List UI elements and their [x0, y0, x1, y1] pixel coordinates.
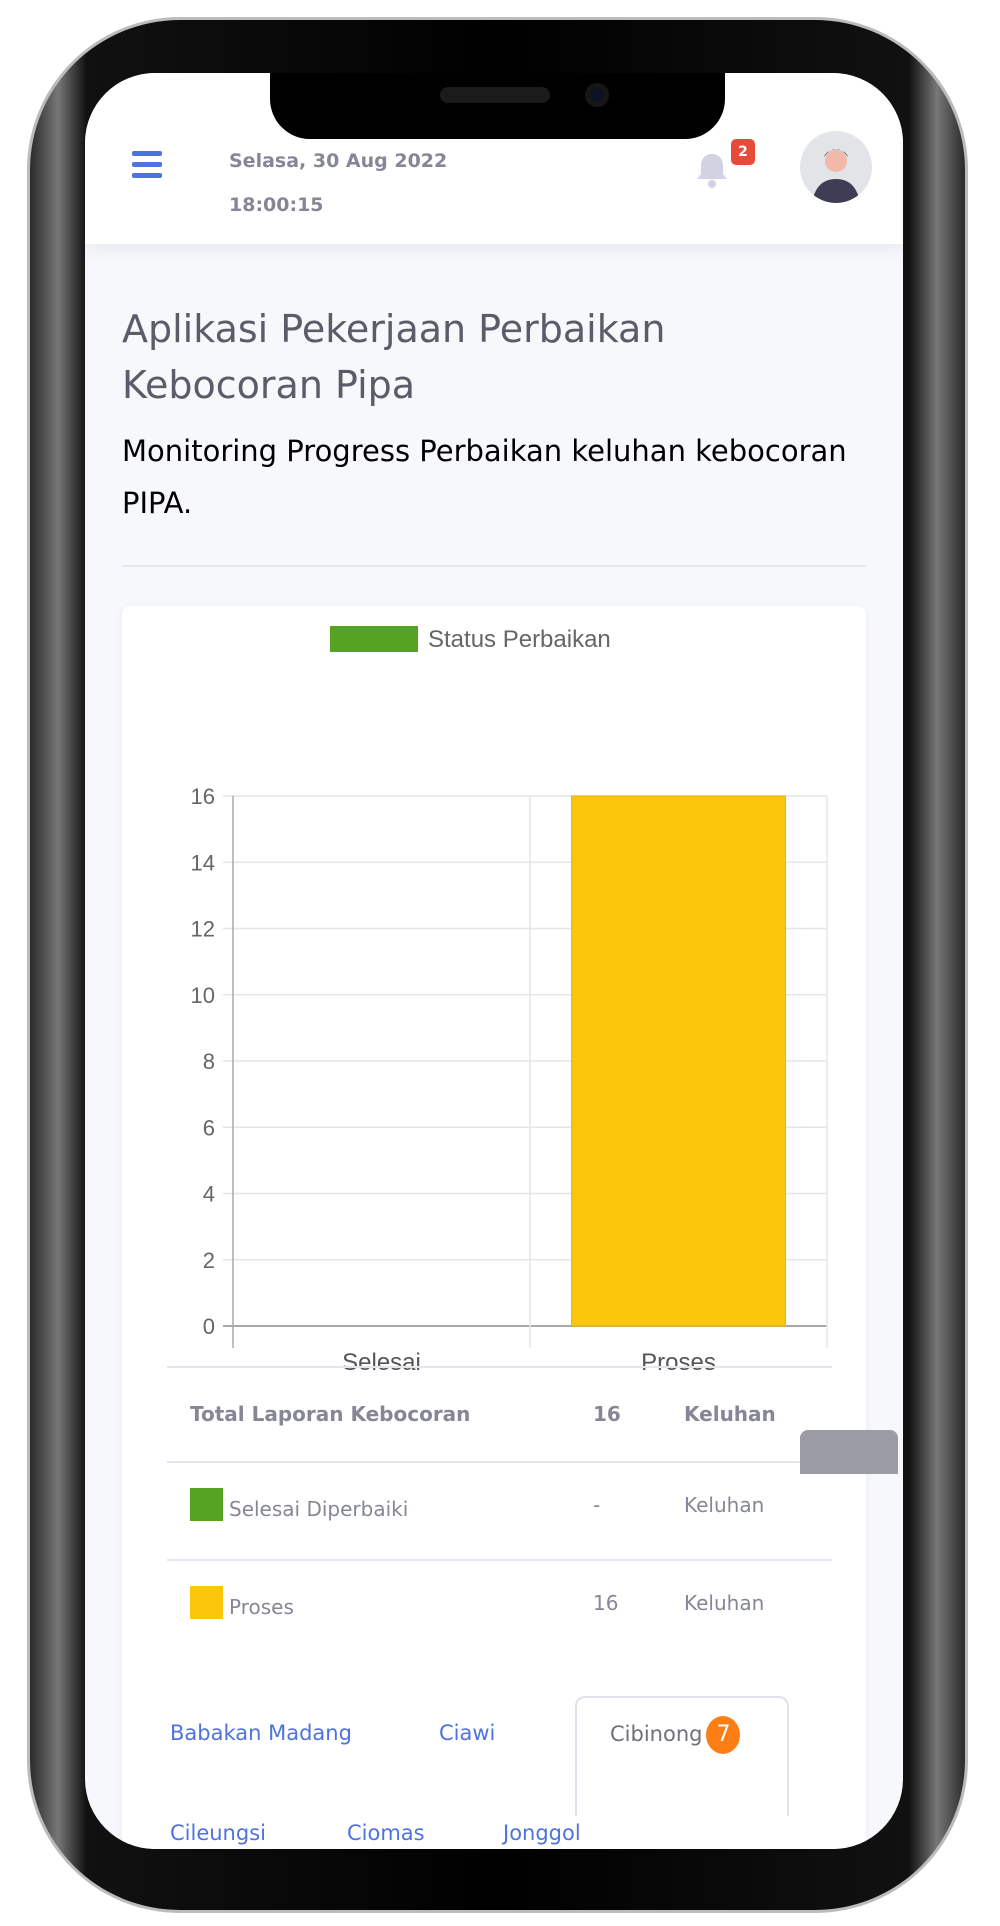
total-row: Total Laporan Kebocoran 16 Keluhan [167, 1366, 832, 1462]
camera [585, 83, 609, 107]
tab-active-frame [575, 1696, 789, 1816]
page-subtitle: Monitoring Progress Perbaikan keluhan ke… [122, 434, 847, 520]
y-tick-label: 0 [203, 1314, 215, 1339]
y-tick-label: 6 [203, 1115, 215, 1140]
tab-cileungsi[interactable]: Cileungsi [170, 1821, 266, 1845]
tab-count-badge: 7 [706, 1716, 741, 1754]
tab-ciomas[interactable]: Ciomas [347, 1821, 425, 1845]
y-tick-label: 2 [203, 1248, 215, 1273]
table-row: Proses 16 Keluhan [167, 1559, 832, 1655]
hamburger-menu-icon[interactable] [132, 151, 162, 184]
total-unit: Keluhan [684, 1402, 776, 1426]
speaker [440, 87, 550, 103]
phone-notch [270, 73, 725, 139]
divider [122, 565, 866, 567]
y-tick-label: 4 [203, 1182, 215, 1207]
x-tick-label: Proses [641, 1349, 716, 1376]
row-unit: Keluhan [684, 1591, 765, 1615]
tab-jonggol[interactable]: Jonggol [503, 1821, 581, 1845]
bell-icon[interactable] [695, 151, 729, 189]
legend-swatch [330, 626, 418, 652]
y-tick-label: 10 [191, 983, 215, 1008]
y-tick-label: 14 [191, 850, 215, 875]
y-tick-label: 16 [191, 784, 215, 809]
x-tick-label: Selesai [342, 1349, 421, 1376]
row-value: 16 [593, 1591, 619, 1615]
scroll-to-top-button[interactable] [800, 1430, 898, 1474]
datetime: Selasa, 30 Aug 2022 18:00:15 [229, 139, 447, 227]
row-label-group: Proses [190, 1586, 294, 1619]
y-tick-label: 12 [191, 917, 215, 942]
avatar[interactable] [800, 131, 872, 203]
legend-label: Status Perbaikan [428, 626, 611, 653]
row-unit: Keluhan [684, 1493, 765, 1517]
tab-cibinong[interactable]: Cibinong 7 [610, 1716, 741, 1754]
time-text: 18:00:15 [229, 194, 324, 216]
yellow-swatch [190, 1586, 223, 1619]
intro-section: Aplikasi Pekerjaan Perbaikan Kebocoran P… [122, 301, 866, 567]
screen: Selasa, 30 Aug 2022 18:00:15 2 Aplikasi P… [85, 73, 903, 1849]
date-text: Selasa, 30 Aug 2022 [229, 150, 448, 172]
tab-label: Cibinong [610, 1722, 703, 1746]
row-label: Proses [229, 1595, 294, 1619]
tab-ciawi[interactable]: Ciawi [439, 1721, 496, 1745]
total-value: 16 [593, 1402, 621, 1426]
tab-babakan-madang[interactable]: Babakan Madang [170, 1721, 352, 1745]
bar-chart: Status Perbaikan 0 2 4 6 8 10 12 14 16 Selesai Pros… [191, 626, 828, 1376]
bar-proses [571, 795, 786, 1327]
notification-badge: 2 [731, 139, 755, 165]
total-label: Total Laporan Kebocoran [190, 1402, 471, 1426]
green-swatch [190, 1488, 223, 1521]
row-label: Selesai Diperbaiki [229, 1497, 409, 1521]
row-value: - [593, 1493, 601, 1517]
chart-card: Status Perbaikan 0 2 4 6 8 10 12 14 16 Selesai Pros… [122, 606, 866, 1849]
y-tick-label: 8 [203, 1049, 215, 1074]
row-label-group: Selesai Diperbaiki [190, 1488, 408, 1521]
page-title: Aplikasi Pekerjaan Perbaikan Kebocoran P… [122, 307, 666, 407]
table-row: Selesai Diperbaiki - Keluhan [167, 1461, 832, 1557]
